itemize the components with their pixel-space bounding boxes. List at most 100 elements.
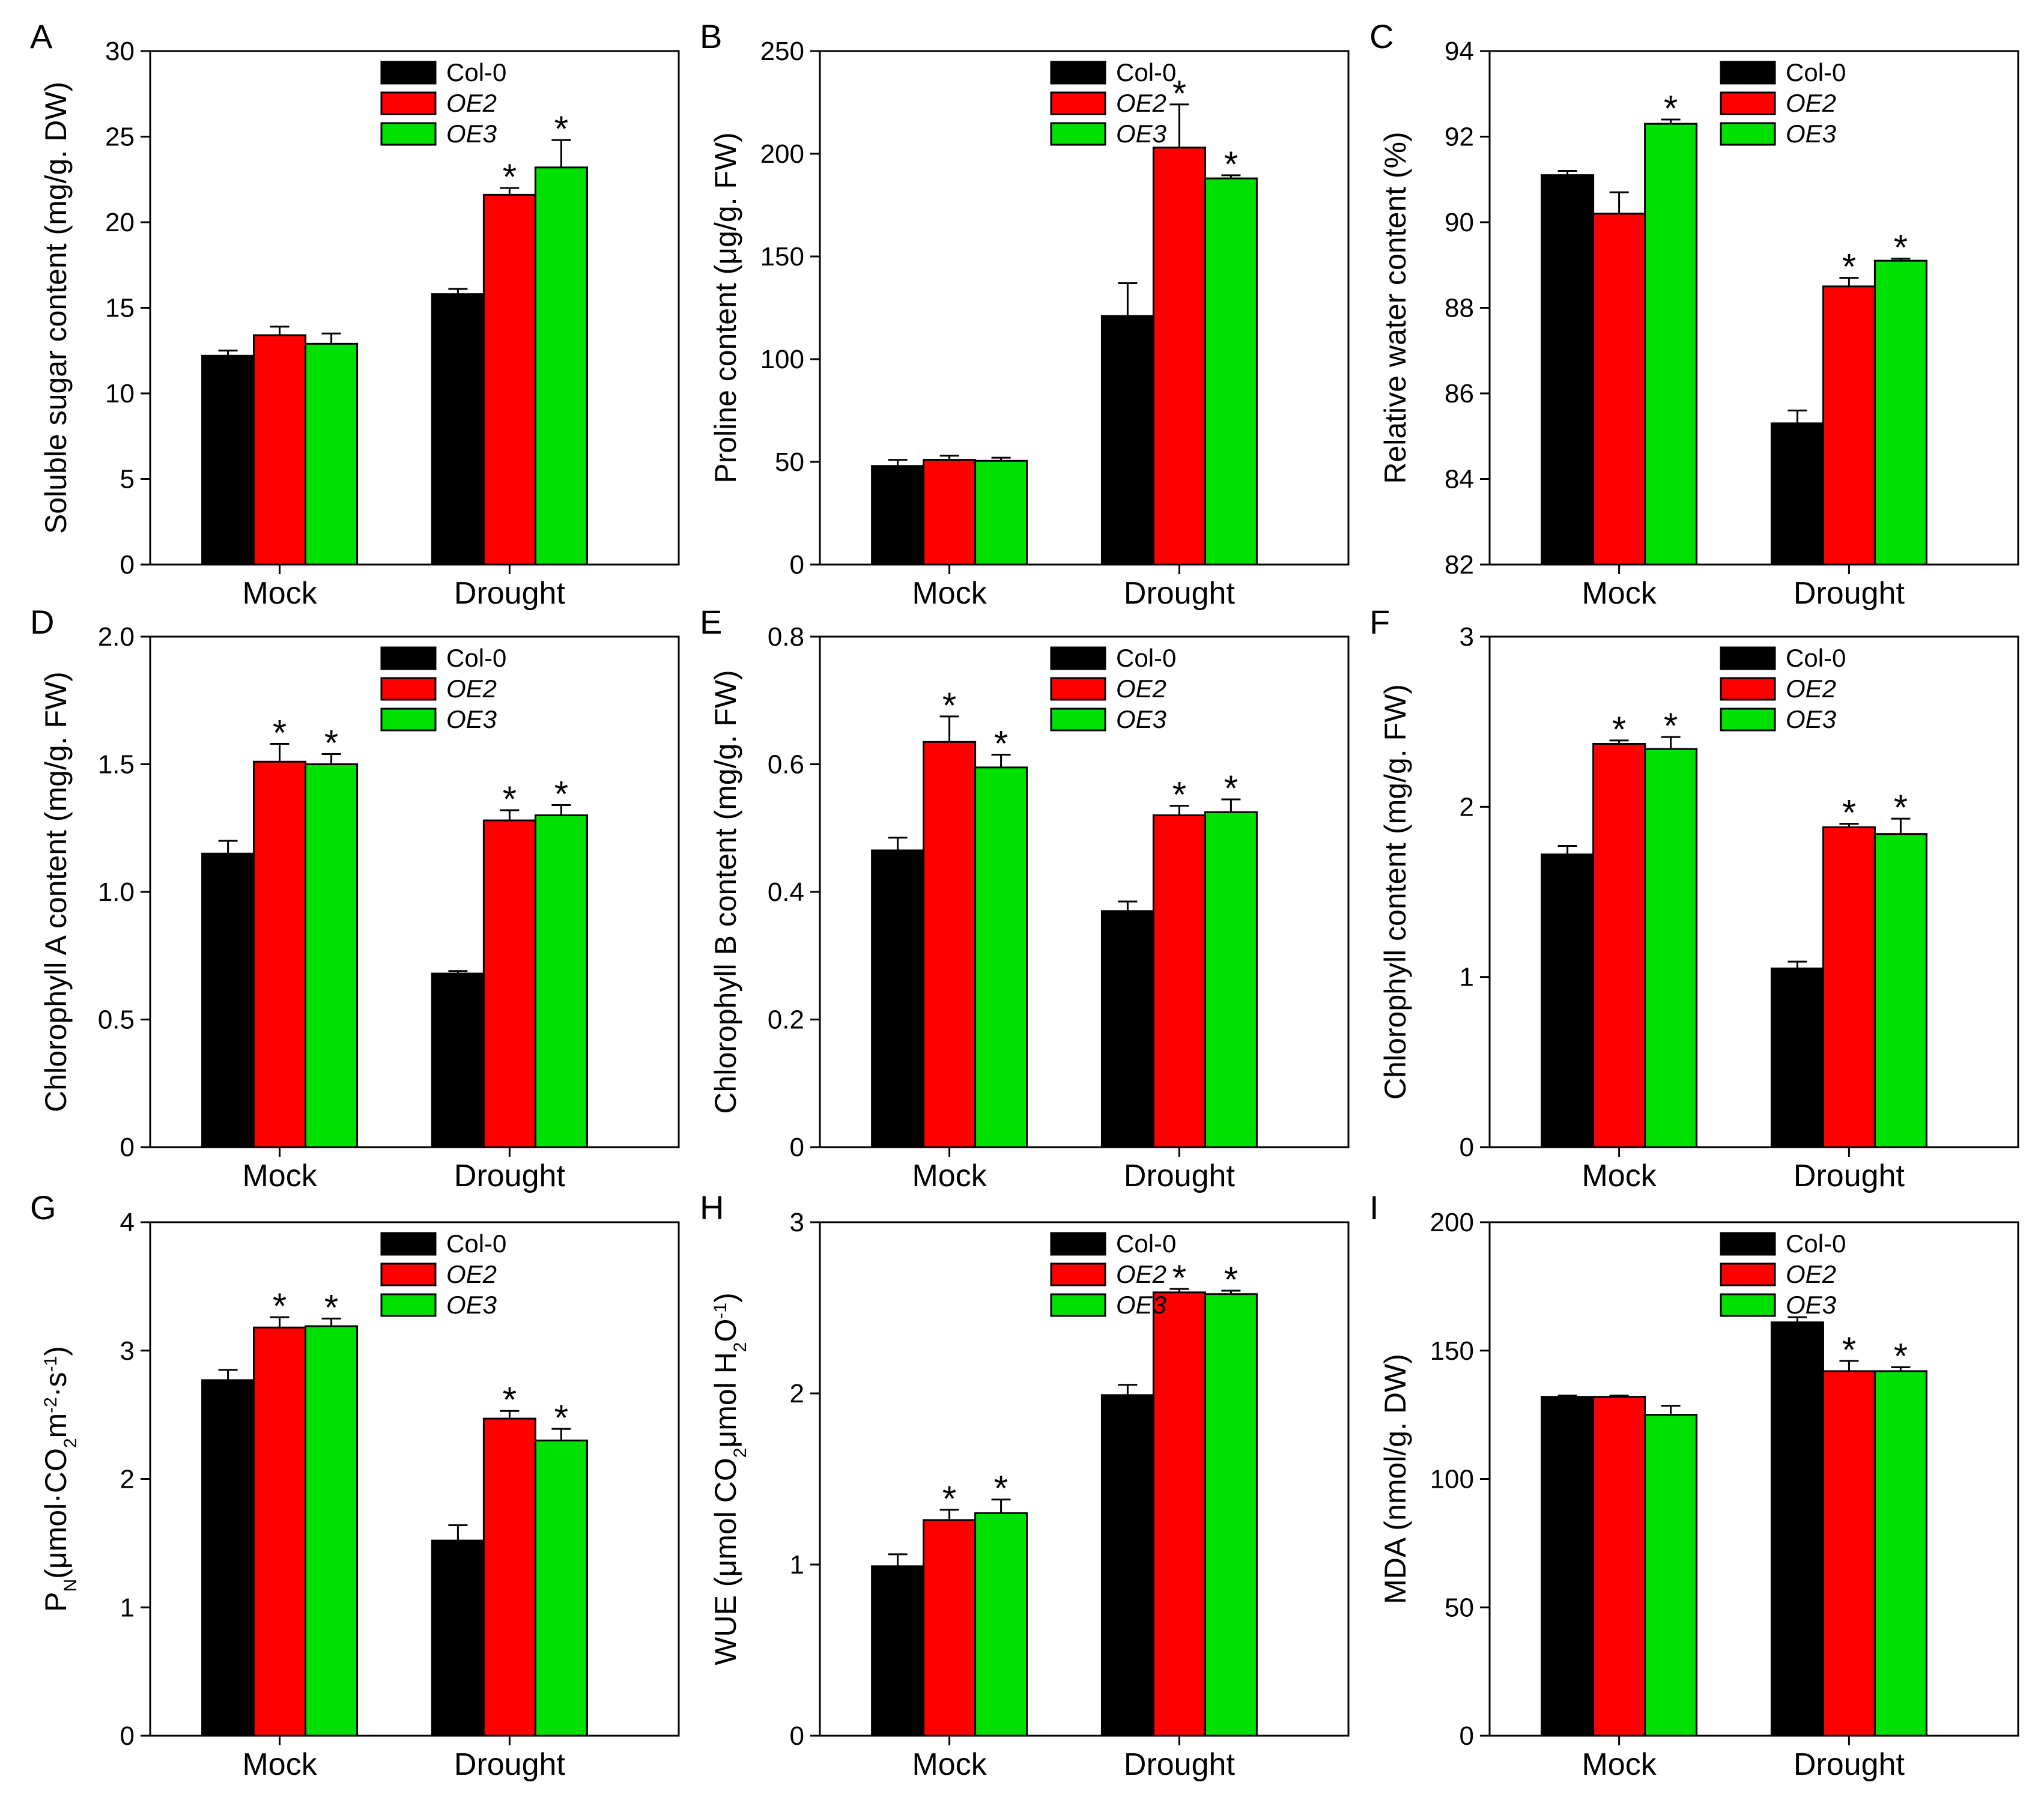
legend-label: OE2 bbox=[1786, 1260, 1836, 1288]
x-tick-label: Mock bbox=[1582, 1159, 1657, 1193]
significance-star: * bbox=[1224, 1259, 1238, 1300]
chart-panel-b: B * * 0 50 100 150 200 250 Mock Drought Proline con… bbox=[700, 17, 1350, 611]
chart-panel-d: D * * * * 0 0.5 1.0 1.5 2.0 Mock Drought Chlorophyll… bbox=[30, 603, 680, 1193]
significance-star: * bbox=[554, 1398, 568, 1438]
legend-label: OE2 bbox=[446, 1260, 497, 1288]
legend-label: Col-0 bbox=[446, 58, 506, 86]
bar-oe2-drought bbox=[1822, 285, 1876, 566]
significance-star: * bbox=[1842, 1330, 1856, 1370]
y-tick-label: 94 bbox=[1445, 37, 1474, 66]
significance-star: * bbox=[1224, 768, 1238, 808]
y-axis-title: MDA (nmol/g. DW) bbox=[1378, 1354, 1412, 1604]
legend-label: Col-0 bbox=[1116, 644, 1176, 672]
bar-oe3-mock bbox=[305, 763, 359, 1148]
significance-star: * bbox=[1894, 228, 1908, 268]
y-tick-label: 1 bbox=[120, 1593, 135, 1622]
bar-oe2-mock bbox=[253, 760, 307, 1148]
bar-oe2-mock bbox=[923, 741, 977, 1148]
legend-swatch-oe3 bbox=[380, 122, 437, 146]
bar-oe3-mock bbox=[305, 342, 359, 566]
legend-swatch-oe2 bbox=[380, 677, 437, 701]
legend-swatch-oe3 bbox=[1050, 122, 1106, 146]
legend-swatch-col0 bbox=[1050, 1232, 1106, 1256]
bar-oe3-drought bbox=[1204, 1293, 1258, 1737]
bar-col0-mock bbox=[201, 354, 255, 566]
bar-col0-drought bbox=[431, 972, 485, 1148]
chart-panel-i: I * * 0 50 100 150 200 Mock Drought MDA (nmol/g. D… bbox=[1369, 1189, 2019, 1782]
legend-label: OE3 bbox=[1116, 705, 1166, 733]
legend-label: OE2 bbox=[1116, 674, 1166, 703]
legend-swatch-oe3 bbox=[1050, 1293, 1106, 1317]
legend-swatch-oe2 bbox=[380, 1262, 437, 1286]
y-axis-title: Soluble sugar content (mg/g. DW) bbox=[39, 82, 73, 534]
y-tick-label: 20 bbox=[105, 208, 135, 237]
panel-letter: C bbox=[1369, 17, 1393, 55]
y-tick-label: 2.0 bbox=[98, 622, 135, 652]
x-tick-label: Mock bbox=[1582, 1747, 1657, 1782]
bar-col0-drought bbox=[431, 293, 485, 566]
bar-oe2-mock bbox=[923, 1519, 977, 1737]
bar-oe3-drought bbox=[534, 1439, 588, 1737]
significance-star: * bbox=[942, 685, 956, 726]
bar-col0-drought bbox=[1770, 968, 1824, 1148]
legend-label: OE3 bbox=[1786, 705, 1836, 733]
chart-panel-f: F * * * * 0 1 2 3 Mock Drought Chlorophyll content … bbox=[1369, 603, 2019, 1193]
significance-star: * bbox=[273, 1286, 287, 1326]
legend-swatch-col0 bbox=[380, 61, 437, 85]
bar-oe3-drought bbox=[1873, 259, 1927, 566]
legend-label: OE3 bbox=[446, 705, 497, 733]
y-tick-label: 10 bbox=[105, 379, 135, 408]
y-tick-label: 0 bbox=[120, 1133, 135, 1162]
y-tick-label: 84 bbox=[1445, 465, 1474, 494]
y-tick-label: 0 bbox=[1460, 1133, 1474, 1162]
y-axis-title: Proline content (μg/g. FW) bbox=[709, 132, 742, 483]
legend-label: OE2 bbox=[1786, 89, 1836, 117]
legend-swatch-col0 bbox=[1720, 1232, 1776, 1256]
bar-oe2-drought bbox=[482, 1417, 536, 1737]
bar-col0-mock bbox=[1541, 853, 1595, 1148]
panel-letter: B bbox=[700, 17, 722, 55]
legend-label: Col-0 bbox=[446, 644, 506, 672]
bar-oe3-mock bbox=[974, 1512, 1028, 1737]
chart-panel-g: G * * * * 0 1 2 3 4 Mock Drought PN(μmol·CO2m-2·s-1)… bbox=[30, 1189, 680, 1782]
bar-col0-mock bbox=[201, 852, 255, 1148]
significance-star: * bbox=[1172, 775, 1186, 815]
y-tick-label: 0 bbox=[120, 550, 135, 580]
y-tick-label: 3 bbox=[120, 1336, 135, 1366]
y-tick-label: 15 bbox=[105, 294, 135, 323]
chart-panel-a: A * * 0 5 10 15 20 25 30 Mock Drought Soluble sugar … bbox=[30, 17, 680, 611]
chart-panel-e: E * * * * 0 0.2 0.4 0.6 0.8 Mock Drought Chlorophyll… bbox=[700, 603, 1350, 1193]
y-tick-label: 100 bbox=[760, 345, 804, 374]
legend-swatch-oe2 bbox=[1050, 677, 1106, 701]
panel-letter: F bbox=[1369, 603, 1390, 641]
bar-oe2-drought bbox=[1822, 826, 1876, 1148]
chart-panel-c: C * * * 82 84 86 88 90 92 94 Mock Drought Relative wa… bbox=[1369, 17, 2019, 611]
y-tick-label: 2 bbox=[1460, 792, 1474, 822]
panel-letter: H bbox=[700, 1189, 724, 1226]
bar-oe3-mock bbox=[1644, 748, 1698, 1148]
significance-star: * bbox=[554, 109, 568, 149]
significance-star: * bbox=[942, 1479, 956, 1519]
y-axis-title: Chlorophyll A content (mg/g. FW) bbox=[39, 671, 73, 1112]
significance-star: * bbox=[994, 1468, 1008, 1509]
bar-oe2-drought bbox=[1822, 1370, 1876, 1737]
plot-frame bbox=[819, 1221, 1350, 1737]
legend-swatch-oe2 bbox=[1720, 91, 1776, 115]
y-axis-title: Relative water content (%) bbox=[1378, 132, 1412, 483]
legend-label: Col-0 bbox=[1786, 1229, 1846, 1258]
panel-letter: E bbox=[700, 603, 722, 641]
significance-star: * bbox=[1842, 247, 1856, 287]
panel-letter: D bbox=[30, 603, 54, 641]
bar-oe2-drought bbox=[482, 193, 536, 566]
y-tick-label: 88 bbox=[1445, 294, 1474, 323]
bar-oe2-drought bbox=[1152, 814, 1206, 1148]
y-tick-label: 5 bbox=[120, 465, 135, 494]
bar-oe2-mock bbox=[1592, 213, 1646, 566]
bar-col0-drought bbox=[431, 1539, 485, 1737]
y-tick-label: 2 bbox=[120, 1465, 135, 1494]
significance-star: * bbox=[273, 713, 287, 753]
x-tick-label: Mock bbox=[912, 1159, 987, 1193]
y-tick-label: 1 bbox=[790, 1550, 804, 1580]
significance-star: * bbox=[324, 723, 338, 763]
legend-label: Col-0 bbox=[446, 1229, 506, 1258]
